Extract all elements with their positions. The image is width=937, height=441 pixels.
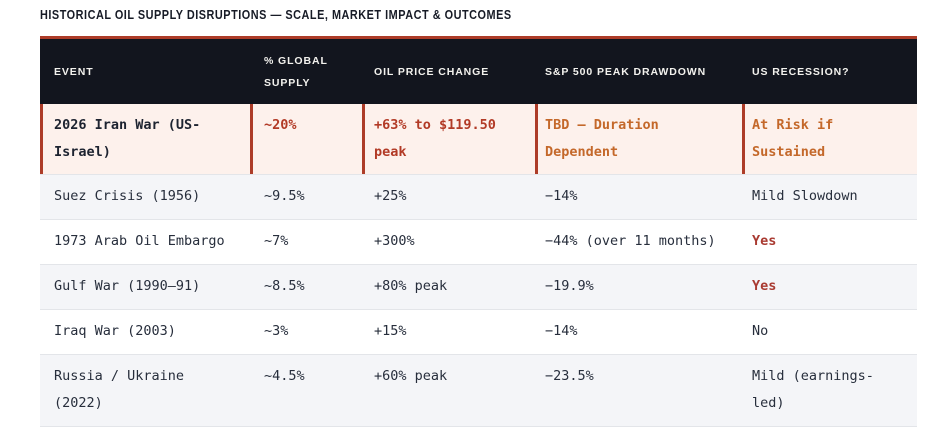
supply-cell: ~8.5% bbox=[264, 278, 305, 294]
column-header-event: EVENT bbox=[54, 65, 94, 78]
drawdown-cell: −44% (over 11 months) bbox=[545, 233, 716, 249]
recession-cell: Yes bbox=[752, 278, 777, 294]
drawdown-cell: −19.9% bbox=[545, 278, 594, 294]
table-row-iraq-war: Iraq War (2003) ~3% +15% −14% No bbox=[40, 310, 917, 355]
table-row-gulf-war: Gulf War (1990–91) ~8.5% +80% peak −19.9… bbox=[40, 265, 917, 310]
page: HISTORICAL OIL SUPPLY DISRUPTIONS — SCAL… bbox=[40, 8, 917, 427]
table-row-iran-war-highlighted: 2026 Iran War (US-Israel) ~20% +63% to $… bbox=[40, 104, 917, 175]
column-header-sp500-drawdown: S&P 500 PEAK DRAWDOWN bbox=[545, 65, 707, 78]
supply-cell: ~9.5% bbox=[264, 188, 305, 204]
event-cell: 1973 Arab Oil Embargo bbox=[54, 233, 225, 249]
event-cell: Russia / Ukraine (2022) bbox=[54, 368, 185, 411]
table-header-row: EVENT % GLOBAL SUPPLY OIL PRICE CHANGE S… bbox=[40, 39, 917, 104]
supply-cell: ~7% bbox=[264, 233, 289, 249]
oil-price-cell: +300% bbox=[374, 233, 415, 249]
oil-price-cell: +63% to $119.50 peak bbox=[362, 104, 535, 174]
supply-cell: ~3% bbox=[264, 323, 289, 339]
oil-price-cell: +15% bbox=[374, 323, 407, 339]
supply-cell: ~20% bbox=[250, 104, 362, 174]
page-title: HISTORICAL OIL SUPPLY DISRUPTIONS — SCAL… bbox=[40, 8, 917, 23]
table-row-1973-embargo: 1973 Arab Oil Embargo ~7% +300% −44% (ov… bbox=[40, 220, 917, 265]
drawdown-cell: TBD — Duration Dependent bbox=[535, 104, 742, 174]
disruptions-table: EVENT % GLOBAL SUPPLY OIL PRICE CHANGE S… bbox=[40, 36, 917, 427]
column-header-us-recession: US RECESSION? bbox=[752, 65, 850, 78]
table-row-suez-crisis: Suez Crisis (1956) ~9.5% +25% −14% Mild … bbox=[40, 175, 917, 220]
column-header-oil-price-change: OIL PRICE CHANGE bbox=[374, 65, 490, 78]
event-cell: Gulf War (1990–91) bbox=[54, 278, 201, 294]
supply-cell: ~4.5% bbox=[264, 368, 305, 384]
page-title-text: HISTORICAL OIL SUPPLY DISRUPTIONS — SCAL… bbox=[40, 8, 512, 22]
oil-price-cell: +80% peak bbox=[374, 278, 448, 294]
event-cell: 2026 Iran War (US-Israel) bbox=[40, 104, 250, 174]
recession-cell: Mild (earnings-led) bbox=[752, 368, 874, 411]
event-cell: Suez Crisis (1956) bbox=[54, 188, 201, 204]
drawdown-cell: −23.5% bbox=[545, 368, 594, 384]
table-row-russia-ukraine: Russia / Ukraine (2022) ~4.5% +60% peak … bbox=[40, 355, 917, 427]
recession-cell: At Risk if Sustained bbox=[742, 104, 917, 174]
column-header-global-supply: % GLOBAL SUPPLY bbox=[264, 54, 328, 89]
recession-cell: Mild Slowdown bbox=[752, 188, 858, 204]
event-cell: Iraq War (2003) bbox=[54, 323, 176, 339]
recession-cell: No bbox=[752, 323, 769, 339]
recession-cell: Yes bbox=[752, 233, 777, 249]
drawdown-cell: −14% bbox=[545, 323, 578, 339]
oil-price-cell: +25% bbox=[374, 188, 407, 204]
drawdown-cell: −14% bbox=[545, 188, 578, 204]
oil-price-cell: +60% peak bbox=[374, 368, 448, 384]
